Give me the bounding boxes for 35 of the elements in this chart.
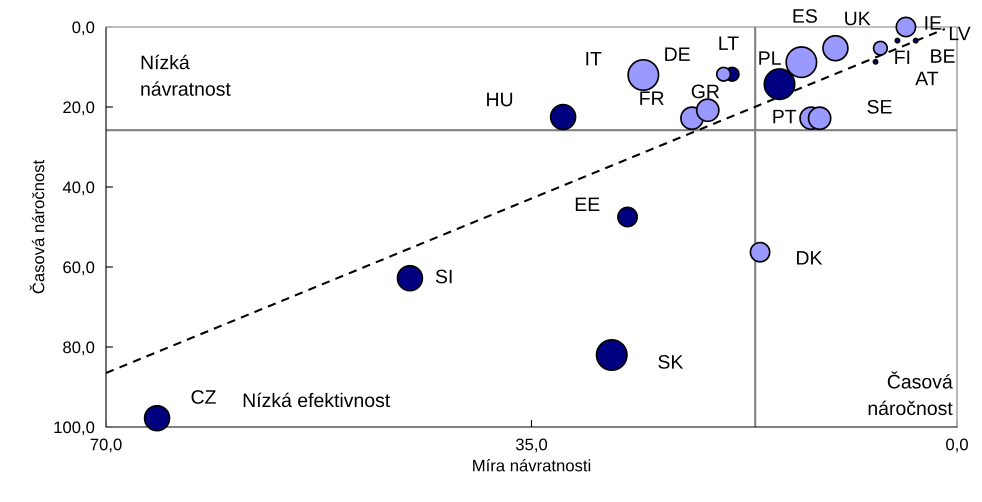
annotation: SE [867,100,892,114]
annotation: FI [895,50,910,64]
annotation: UK [845,12,870,26]
annotation: LT [719,36,739,50]
x-tick-label: 0,0 [946,438,968,452]
annotation: HU [487,92,512,106]
annotation: EE [576,198,600,212]
y-tick-label: 0,0 [72,21,94,36]
annotation: SK [658,355,684,369]
y-tick-label: 20,0 [63,101,94,116]
x-tick-label: 35,0 [516,438,548,452]
y-tick-label: 100,0 [54,421,94,436]
annotation: SI [436,270,452,284]
y-tick-label: 60,0 [63,261,94,276]
x-axis-title: Míra návratnosti [473,459,590,472]
annotation: Časová náročnost [868,371,953,416]
annotation: IT [586,52,602,66]
annotation: DK [797,251,822,265]
annotation: Nízká návratnost [141,54,231,96]
annotation: AT [915,72,938,86]
x-tick-label: 70,0 [90,438,122,452]
annotation: GR [692,84,720,98]
y-tick-label: 40,0 [62,181,94,196]
annotation: DE [665,48,690,61]
annotation: CZ [192,390,216,404]
annotation: Nízká efektivnost [244,392,390,408]
annotation: FR [640,92,664,105]
annotation: PT [773,110,796,124]
y-tick-label: 80,0 [63,341,94,356]
annotation: LV [950,26,971,40]
annotation: PL [759,51,781,65]
annotation: BE [931,49,955,63]
y-axis-title: Časová náročnost [30,160,44,294]
annotation: ES [794,9,817,23]
annotation: IE [925,16,942,30]
